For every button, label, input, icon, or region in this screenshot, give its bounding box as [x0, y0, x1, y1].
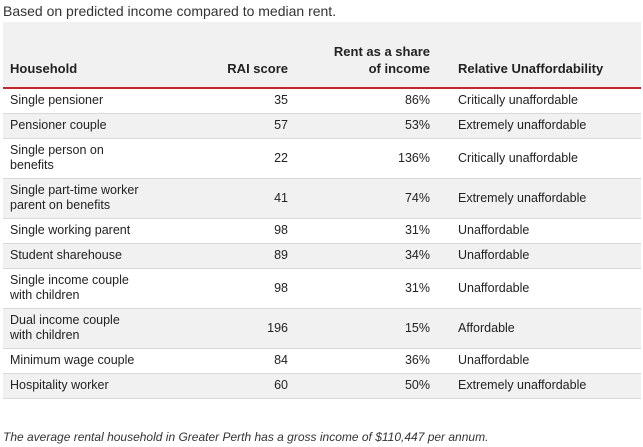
affordability-table-container: Household RAI score Rent as a share of i… — [3, 22, 641, 399]
table-row: Single part-time worker parent on benefit… — [3, 178, 641, 219]
household-line1: Student sharehouse — [10, 248, 122, 262]
cell-rent-share: 86% — [288, 88, 430, 114]
cell-relative-unaffordability: Critically unaffordable — [430, 88, 641, 114]
cell-household: Minimum wage couple — [3, 348, 143, 374]
household-line1: Dual income couple — [10, 313, 120, 327]
cell-relative-unaffordability: Unaffordable — [430, 348, 641, 374]
cell-rai-score: 98 — [143, 268, 288, 309]
footnote: The average rental household in Greater … — [3, 430, 489, 444]
cell-rent-share: 53% — [288, 113, 430, 139]
cell-rai-score: 57 — [143, 113, 288, 139]
cell-rent-share: 36% — [288, 348, 430, 374]
cell-rai-score: 22 — [143, 138, 288, 179]
cell-rai-score: 196 — [143, 308, 288, 349]
cell-relative-unaffordability: Unaffordable — [430, 218, 641, 244]
household-line2: with children — [10, 288, 80, 302]
cell-rent-share: 34% — [288, 243, 430, 269]
cell-household: Single income couple with children — [3, 268, 143, 309]
affordability-table: Household RAI score Rent as a share of i… — [3, 22, 641, 399]
cell-rai-score: 84 — [143, 348, 288, 374]
cell-relative-unaffordability: Unaffordable — [430, 243, 641, 269]
cell-rent-share: 15% — [288, 308, 430, 349]
cell-rai-score: 35 — [143, 88, 288, 114]
household-line1: Single part-time worker — [10, 183, 139, 197]
cell-rai-score: 41 — [143, 178, 288, 219]
cell-rai-score: 89 — [143, 243, 288, 269]
cell-relative-unaffordability: Affordable — [430, 308, 641, 349]
cell-household: Single person on benefits — [3, 138, 143, 179]
cell-household: Hospitality worker — [3, 373, 143, 399]
table-row: Dual income couple with children 196 15% Aff… — [3, 308, 641, 349]
cell-relative-unaffordability: Extremely unaffordable — [430, 178, 641, 219]
household-line1: Single person on — [10, 143, 104, 157]
cell-relative-unaffordability: Extremely unaffordable — [430, 373, 641, 399]
header-rent-share: Rent as a share of income — [288, 22, 430, 89]
cell-household: Student sharehouse — [3, 243, 143, 269]
cell-rent-share: 31% — [288, 218, 430, 244]
household-line1: Hospitality worker — [10, 378, 109, 392]
household-line1: Single working parent — [10, 223, 131, 237]
header-relative-unaffordability: Relative Unaffordability — [430, 22, 641, 89]
table-row: Single person on benefits 22 136% Critically… — [3, 138, 641, 179]
cell-rent-share: 31% — [288, 268, 430, 309]
cell-household: Dual income couple with children — [3, 308, 143, 349]
table-row: Minimum wage couple 84 36% Unaffordable — [3, 348, 641, 374]
cell-household: Single working parent — [3, 218, 143, 244]
cell-rent-share: 74% — [288, 178, 430, 219]
household-line1: Pensioner couple — [10, 118, 107, 132]
household-line1: Single pensioner — [10, 93, 104, 108]
cell-relative-unaffordability: Critically unaffordable — [430, 138, 641, 179]
cell-rai-score: 60 — [143, 373, 288, 399]
table-row: Hospitality worker 60 50% Extremely unaffor… — [3, 373, 641, 399]
header-rent-share-line1: Rent as a share — [333, 44, 430, 59]
household-line1: Minimum wage couple — [10, 353, 135, 367]
cell-household: Pensioner couple — [3, 113, 143, 139]
table-row: Pensioner couple 57 53% Extremely unafforda… — [3, 113, 641, 139]
table-header-row: Household RAI score Rent as a share of i… — [3, 22, 641, 89]
cell-rent-share: 136% — [288, 138, 430, 179]
header-household: Household — [3, 22, 143, 89]
table-row: Single pensioner 35 86% Critically unafford… — [3, 88, 641, 114]
cell-household: Single part-time worker parent on benefit… — [3, 178, 143, 219]
table-subtitle: Based on predicted income compared to me… — [3, 3, 337, 19]
table-body: Single pensioner 35 86% Critically unafford… — [3, 88, 641, 399]
household-line1: Single income couple — [10, 273, 129, 287]
cell-household: Single pensioner — [3, 88, 143, 114]
table-row: Single working parent 98 31% Unaffordable — [3, 218, 641, 244]
table-row: Student sharehouse 89 34% Unaffordable — [3, 243, 641, 269]
cell-rai-score: 98 — [143, 218, 288, 244]
header-rent-share-line2: of income — [368, 61, 430, 76]
table-row: Single income couple with children 98 31% Un… — [3, 268, 641, 309]
cell-relative-unaffordability: Unaffordable — [430, 268, 641, 309]
household-line2: benefits — [10, 158, 54, 172]
household-line2: with children — [10, 328, 80, 342]
cell-rent-share: 50% — [288, 373, 430, 399]
cell-relative-unaffordability: Extremely unaffordable — [430, 113, 641, 139]
household-line2: parent on benefits — [10, 198, 111, 212]
header-rai-score: RAI score — [143, 22, 288, 89]
